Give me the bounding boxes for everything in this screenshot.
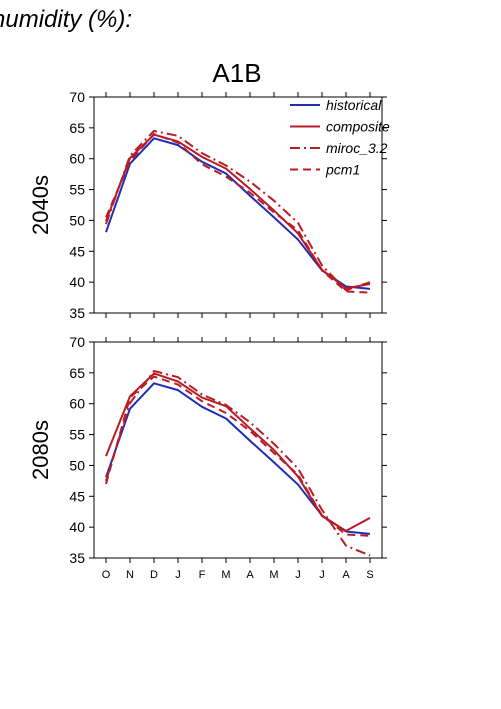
x-tick-label: A <box>342 569 350 581</box>
y-tick-label: 50 <box>69 212 85 228</box>
series-line-composite <box>105 372 371 532</box>
x-tick-label: F <box>199 569 206 581</box>
series-line-miroc-3-2 <box>105 129 371 292</box>
y-tick-label: 55 <box>69 427 85 443</box>
y-tick-label: 35 <box>69 550 85 566</box>
plot-frame <box>93 96 383 314</box>
series-line-pcm1 <box>105 375 371 537</box>
chart-title: A1B <box>212 58 261 88</box>
panel-2040s: 35 40 45 50 55 60 65 70 2040s <box>28 89 387 321</box>
y-axis-label: 2080s <box>28 420 53 480</box>
y-tick-label: 65 <box>69 365 85 381</box>
y-tick-label: 70 <box>69 334 85 350</box>
y-tick-label: 40 <box>69 274 85 290</box>
series-line-pcm1 <box>105 133 371 294</box>
panel-2080s: 35 40 45 50 55 60 65 70 O N D J F M A M J J A S 2080s <box>28 334 387 581</box>
x-tick-label: D <box>150 569 158 581</box>
x-tick-label: S <box>366 569 373 581</box>
y-tick-label: 35 <box>69 305 85 321</box>
y-axis-label: 2040s <box>28 175 53 235</box>
y-tick-label: 60 <box>69 151 85 167</box>
x-tick-label: A <box>246 569 254 581</box>
x-tick-label: M <box>269 569 278 581</box>
y-tick-label: 55 <box>69 182 85 198</box>
series-line-composite <box>105 133 371 290</box>
legend-entry: historical <box>326 97 382 113</box>
y-tick-label: 60 <box>69 396 85 412</box>
legend-entry: pcm1 <box>325 162 360 178</box>
legend-entry: composite <box>326 119 390 135</box>
x-tick-label: M <box>221 569 230 581</box>
y-tick-label: 70 <box>69 89 85 105</box>
x-tick-label: J <box>175 569 181 581</box>
plot-frame <box>93 341 383 559</box>
legend: historical composite miroc_3.2 pcm1 <box>290 97 390 178</box>
x-tick-label: N <box>126 569 134 581</box>
y-tick-label: 45 <box>69 488 85 504</box>
legend-entry: miroc_3.2 <box>326 140 388 156</box>
series-line-historical <box>105 382 371 535</box>
header-text: humidity (%): <box>0 6 132 33</box>
y-tick-label: 45 <box>69 243 85 259</box>
y-tick-label: 50 <box>69 457 85 473</box>
x-tick-label: O <box>102 569 111 581</box>
x-tick-label: J <box>319 569 325 581</box>
y-tick-label: 40 <box>69 519 85 535</box>
y-tick-label: 65 <box>69 120 85 136</box>
x-tick-label: J <box>295 569 301 581</box>
series-line-miroc-3-2 <box>105 370 371 557</box>
